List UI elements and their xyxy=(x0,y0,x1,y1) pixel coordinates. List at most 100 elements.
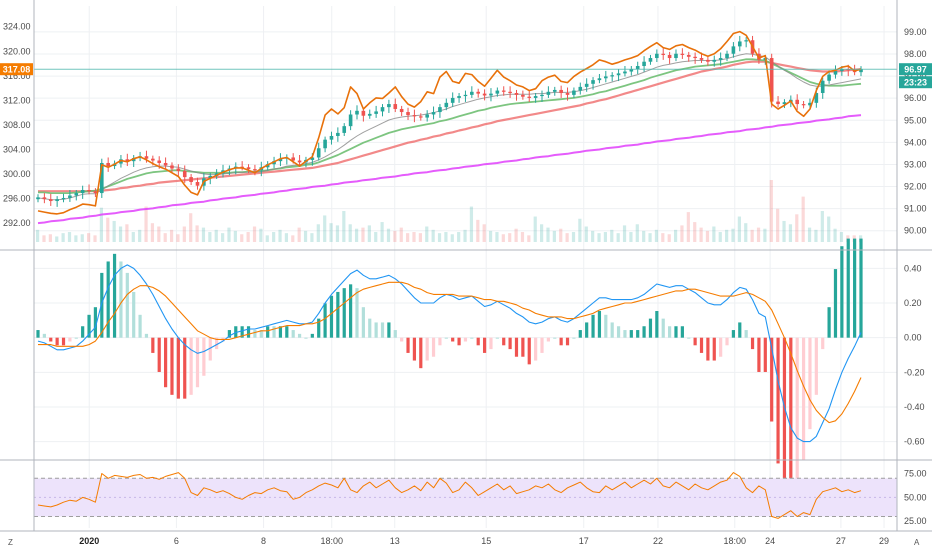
candle[interactable] xyxy=(367,113,372,116)
candle[interactable] xyxy=(769,58,774,102)
candle[interactable] xyxy=(99,162,104,194)
candle[interactable] xyxy=(265,164,270,168)
candle[interactable] xyxy=(48,199,53,202)
candle[interactable] xyxy=(533,96,538,98)
candle[interactable] xyxy=(431,112,436,115)
auto-scale-button[interactable]: A xyxy=(914,538,920,547)
candle[interactable] xyxy=(718,58,723,60)
candle[interactable] xyxy=(859,69,863,73)
candle[interactable] xyxy=(87,189,91,192)
candle[interactable] xyxy=(552,89,557,92)
candle[interactable] xyxy=(610,75,614,77)
rsi-panel[interactable] xyxy=(34,472,897,519)
candle[interactable] xyxy=(195,182,200,186)
candle[interactable] xyxy=(374,111,378,114)
candle[interactable] xyxy=(642,61,646,67)
candle[interactable] xyxy=(93,191,98,194)
candle[interactable] xyxy=(655,53,659,59)
candle[interactable] xyxy=(68,195,72,198)
candle[interactable] xyxy=(744,40,748,42)
candle[interactable] xyxy=(482,93,487,96)
candle[interactable] xyxy=(674,53,678,59)
candle[interactable] xyxy=(801,104,806,106)
candle[interactable] xyxy=(438,107,442,113)
candle[interactable] xyxy=(782,102,787,105)
candle[interactable] xyxy=(361,110,366,116)
candle[interactable] xyxy=(489,93,493,96)
candle[interactable] xyxy=(278,158,283,162)
candle[interactable] xyxy=(635,66,640,70)
candle[interactable] xyxy=(527,96,532,98)
candle[interactable] xyxy=(686,54,691,57)
candle[interactable] xyxy=(731,46,736,54)
candle[interactable] xyxy=(131,158,136,162)
candle[interactable] xyxy=(737,41,742,47)
candle[interactable] xyxy=(629,69,634,72)
candle[interactable] xyxy=(61,197,66,200)
candle[interactable] xyxy=(387,104,391,108)
candle[interactable] xyxy=(297,160,302,163)
candle[interactable] xyxy=(514,93,519,95)
timezone-button[interactable]: Z xyxy=(8,538,13,547)
candle[interactable] xyxy=(712,59,717,62)
macd-panel[interactable] xyxy=(36,238,863,502)
candle[interactable] xyxy=(119,159,123,164)
candle[interactable] xyxy=(776,101,780,105)
candle[interactable] xyxy=(189,177,193,183)
candle[interactable] xyxy=(355,110,359,115)
candle[interactable] xyxy=(521,94,525,97)
candle[interactable] xyxy=(182,170,187,178)
candle[interactable] xyxy=(336,132,340,136)
candle[interactable] xyxy=(36,197,40,200)
candle[interactable] xyxy=(616,73,621,76)
candle[interactable] xyxy=(42,197,47,200)
candle[interactable] xyxy=(623,71,627,74)
candle[interactable] xyxy=(444,102,449,108)
candle[interactable] xyxy=(680,53,685,55)
candle[interactable] xyxy=(393,104,398,109)
candle[interactable] xyxy=(833,70,838,75)
candle[interactable] xyxy=(323,139,327,149)
candle[interactable] xyxy=(648,58,653,62)
candle[interactable] xyxy=(667,54,672,59)
candle[interactable] xyxy=(584,83,589,87)
candle[interactable] xyxy=(476,91,481,94)
candle[interactable] xyxy=(572,90,576,95)
candle[interactable] xyxy=(425,114,429,118)
candle[interactable] xyxy=(591,80,595,84)
candle[interactable] xyxy=(348,114,353,127)
candle[interactable] xyxy=(253,169,257,171)
candle[interactable] xyxy=(661,53,666,55)
candle[interactable] xyxy=(157,160,162,163)
candle[interactable] xyxy=(144,156,149,159)
candle[interactable] xyxy=(840,69,844,71)
candle[interactable] xyxy=(412,115,417,117)
candle[interactable] xyxy=(125,159,130,162)
candle[interactable] xyxy=(820,80,825,94)
candle[interactable] xyxy=(106,162,110,167)
candle[interactable] xyxy=(565,93,570,95)
candle[interactable] xyxy=(597,78,602,81)
candle[interactable] xyxy=(329,135,334,140)
candle[interactable] xyxy=(208,175,213,179)
candle[interactable] xyxy=(74,193,79,196)
candle[interactable] xyxy=(495,90,500,94)
candle[interactable] xyxy=(470,91,474,95)
candle[interactable] xyxy=(706,59,710,62)
candle[interactable] xyxy=(151,158,155,161)
candle[interactable] xyxy=(80,189,85,194)
candle[interactable] xyxy=(604,76,608,79)
candle[interactable] xyxy=(699,58,704,60)
candle[interactable] xyxy=(457,96,461,98)
candle[interactable] xyxy=(170,165,174,169)
candle[interactable] xyxy=(578,86,583,91)
candle[interactable] xyxy=(827,74,831,81)
candle[interactable] xyxy=(808,102,812,106)
candle[interactable] xyxy=(55,199,59,202)
candle[interactable] xyxy=(540,94,544,97)
candle[interactable] xyxy=(795,99,800,105)
candle[interactable] xyxy=(418,116,423,118)
candle[interactable] xyxy=(450,97,455,103)
candle[interactable] xyxy=(693,56,697,59)
candle[interactable] xyxy=(310,157,315,160)
